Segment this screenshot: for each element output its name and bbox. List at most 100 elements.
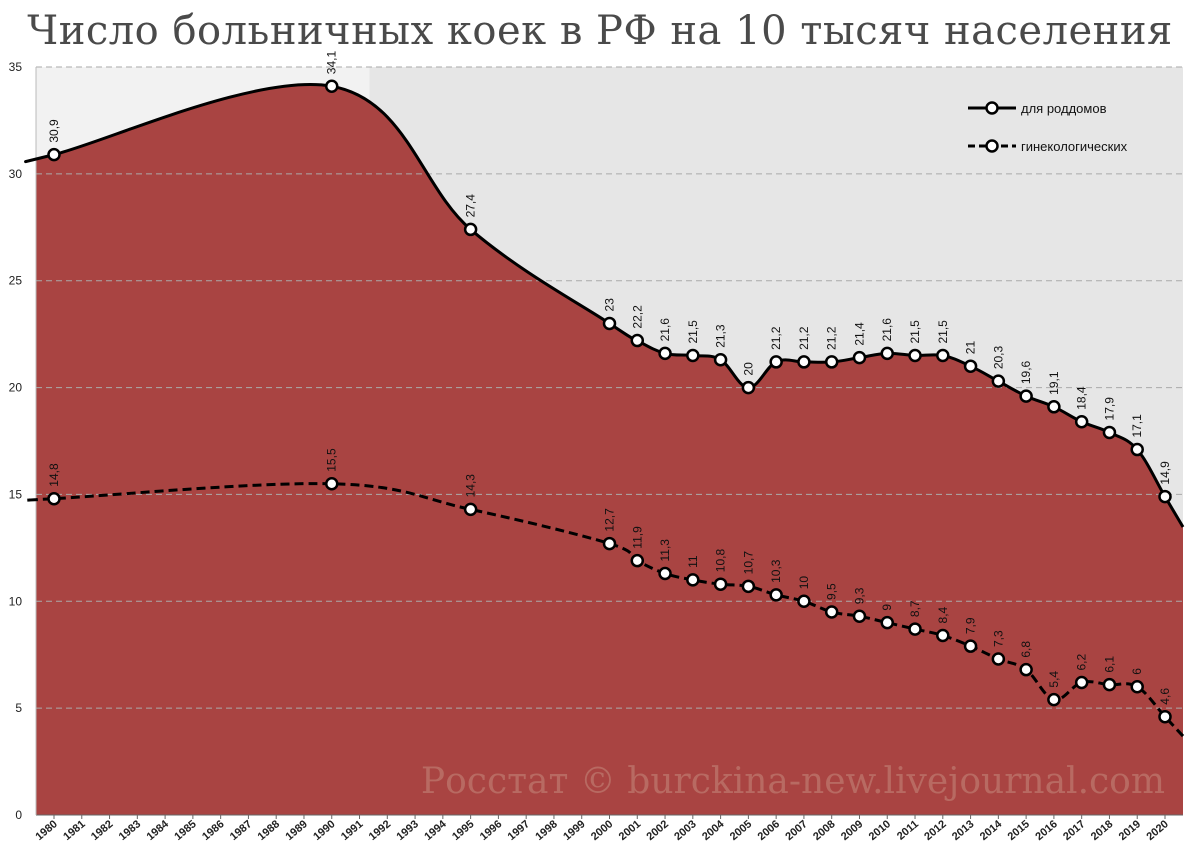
data-label: 10,7 [741, 551, 755, 575]
data-label: 21,3 [714, 324, 728, 348]
x-tick-label: 2004 [700, 818, 727, 843]
data-label: 8,4 [936, 606, 950, 623]
x-tick-label: 1983 [117, 818, 143, 843]
legend-marker-rodd [985, 101, 999, 115]
data-label: 21,5 [936, 320, 950, 344]
data-point [602, 316, 617, 331]
data-point [47, 491, 61, 506]
data-label: 6 [1130, 668, 1144, 675]
x-tick-label: 2006 [756, 818, 782, 843]
data-point [1102, 425, 1117, 440]
x-tick-label: 2017 [1061, 818, 1087, 843]
data-label: 19,6 [1019, 360, 1033, 384]
data-label: 12,7 [603, 508, 617, 532]
watermark: Росстат © burckina-new.livejournal.com [421, 761, 1165, 802]
data-label: 9 [880, 604, 894, 611]
x-tick-label: 2018 [1089, 818, 1115, 843]
data-label: 14,3 [464, 474, 478, 498]
x-tick-label: 1996 [478, 818, 504, 843]
x-tick-label: 1982 [89, 818, 115, 843]
data-point [325, 79, 339, 93]
data-point [630, 333, 645, 348]
data-label: 17,9 [1102, 397, 1116, 421]
data-point [1019, 662, 1033, 677]
data-label: 21,5 [908, 320, 922, 344]
data-point [963, 359, 978, 373]
x-tick-label: 1985 [172, 818, 198, 843]
data-point [1102, 677, 1117, 692]
data-label: 6,2 [1075, 653, 1089, 670]
data-label: 20 [741, 362, 755, 376]
x-tick-label: 1980 [33, 818, 59, 843]
x-tick-label: 1997 [506, 818, 532, 843]
data-point [936, 628, 950, 643]
series-rodd: 30,9 34,1 27,4 23 22,2 21,6 21,5 21,3 20 21,2 21,2… [24, 51, 1185, 528]
data-point [1074, 675, 1089, 690]
data-label: 23 [603, 298, 617, 312]
data-label: 14,9 [1158, 461, 1172, 485]
data-label: 21,5 [686, 320, 700, 344]
data-label: 20,3 [991, 345, 1005, 369]
x-tick-label: 2015 [1006, 818, 1032, 843]
x-tick-label: 1986 [200, 818, 226, 843]
data-point [741, 380, 756, 395]
x-tick-label: 1984 [145, 818, 172, 843]
x-tick-label: 1998 [533, 818, 559, 843]
data-point [991, 652, 1006, 666]
series-layer: 30,9 34,1 27,4 23 22,2 21,6 21,5 21,3 20 21,2 21,2… [24, 51, 1185, 738]
data-point [963, 639, 978, 653]
legend-marker-gyn [985, 139, 999, 153]
y-tick-label: 20 [9, 381, 23, 395]
data-label: 21,2 [825, 326, 839, 350]
x-tick-label: 2008 [811, 818, 837, 843]
data-label: 27,4 [464, 194, 478, 218]
data-label: 21 [964, 341, 978, 355]
x-tick-label: 2014 [978, 818, 1005, 843]
x-tick-label: 2020 [1144, 818, 1170, 843]
x-tick-label: 1988 [256, 818, 282, 843]
x-tick-label: 1990 [311, 818, 337, 843]
data-point [325, 476, 339, 491]
x-tick-label: 2019 [1117, 818, 1143, 843]
y-tick-label: 0 [15, 808, 22, 822]
data-label: 30,9 [47, 119, 61, 143]
data-point [769, 588, 783, 602]
data-label: 7,3 [991, 630, 1005, 647]
data-point [797, 594, 811, 609]
data-label: 5,4 [1047, 671, 1061, 688]
x-tick-label: 2010 [867, 818, 893, 843]
data-point [991, 374, 1006, 388]
y-tick-label: 15 [9, 487, 23, 501]
y-tick-label: 30 [9, 167, 23, 181]
legend-label-rodd: для роддомов [1021, 101, 1107, 116]
data-label: 14,8 [47, 463, 61, 487]
data-point [713, 577, 728, 591]
data-point [824, 355, 839, 369]
data-point [47, 147, 61, 162]
x-tick-label: 2000 [589, 818, 615, 843]
data-point [1019, 389, 1033, 403]
data-label: 21,4 [852, 322, 866, 346]
legend-label-gyn: гинекологических [1021, 139, 1128, 154]
grid-lines [36, 66, 1183, 709]
data-point [769, 355, 783, 369]
legend: для роддомов гинекологических [968, 101, 1128, 154]
chart-title: Число больничных коек в РФ на 10 тысяч н… [27, 8, 1173, 54]
x-tick-label: 1989 [283, 818, 309, 843]
x-tick-label: 2001 [617, 818, 643, 843]
x-tick-label: 2016 [1033, 818, 1059, 843]
data-point [658, 566, 672, 581]
data-label: 11,9 [630, 526, 644, 549]
data-point [1130, 680, 1144, 694]
y-tick-label: 25 [9, 274, 23, 288]
x-tick-label: 1981 [61, 818, 87, 843]
x-tick-label: 1994 [422, 818, 449, 843]
x-tick-label: 1987 [228, 818, 254, 843]
data-point [713, 353, 728, 367]
data-label: 15,5 [325, 448, 339, 472]
x-tick-label: 2005 [728, 818, 754, 843]
data-label: 11 [686, 555, 700, 568]
x-tick-label: 1995 [450, 818, 476, 843]
data-point [741, 579, 756, 594]
